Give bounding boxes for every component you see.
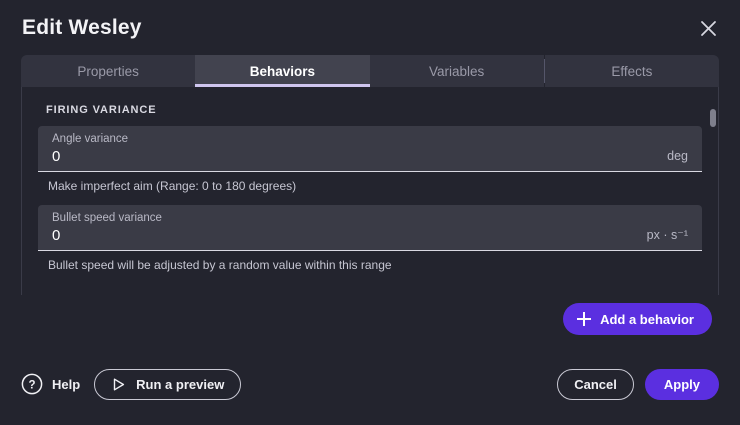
apply-button[interactable]: Apply bbox=[644, 368, 719, 400]
behaviors-panel: FIRING VARIANCE Angle variance 0 deg Mak… bbox=[21, 87, 719, 295]
page-title: Edit Wesley bbox=[22, 15, 142, 39]
run-preview-button[interactable]: Run a preview bbox=[94, 368, 242, 400]
help-label: Help bbox=[52, 376, 81, 392]
scrollbar-thumb[interactable] bbox=[710, 109, 716, 127]
field-value: 0 bbox=[52, 148, 61, 165]
tab-properties[interactable]: Properties bbox=[21, 55, 196, 87]
footer-right-group: Cancel Apply bbox=[557, 368, 719, 400]
field-hint: Bullet speed will be adjusted by a rando… bbox=[48, 258, 392, 272]
dialog-tabs: Properties Behaviors Variables Effects bbox=[21, 55, 719, 87]
add-behavior-row: Add a behavior bbox=[0, 295, 740, 343]
tab-variables[interactable]: Variables bbox=[369, 55, 544, 87]
tab-effects[interactable]: Effects bbox=[544, 55, 719, 87]
field-hint: Make imperfect aim (Range: 0 to 180 degr… bbox=[48, 179, 297, 193]
field-value: 0 bbox=[52, 227, 61, 244]
panel-scrollbar[interactable] bbox=[710, 87, 716, 295]
bullet-speed-variance-input[interactable]: Bullet speed variance 0 px · s⁻¹ bbox=[38, 205, 702, 251]
add-behavior-button[interactable]: Add a behavior bbox=[563, 303, 712, 335]
behaviors-panel-content: FIRING VARIANCE Angle variance 0 deg Mak… bbox=[22, 87, 718, 295]
cancel-button[interactable]: Cancel bbox=[557, 368, 634, 400]
close-icon[interactable] bbox=[694, 14, 722, 42]
angle-variance-input[interactable]: Angle variance 0 deg bbox=[38, 126, 702, 172]
add-behavior-label: Add a behavior bbox=[600, 311, 694, 327]
field-label: Bullet speed variance bbox=[52, 212, 162, 224]
help-button[interactable]: ? Help bbox=[21, 373, 80, 395]
plus-icon bbox=[577, 312, 592, 326]
tab-label: Behaviors bbox=[249, 63, 316, 79]
tab-label: Properties bbox=[77, 63, 139, 79]
field-label: Angle variance bbox=[52, 133, 129, 145]
apply-label: Apply bbox=[663, 376, 700, 392]
svg-text:?: ? bbox=[28, 379, 35, 391]
dialog-footer: ? Help Run a preview Cancel Apply bbox=[0, 343, 740, 425]
dialog-titlebar: Edit Wesley bbox=[0, 0, 740, 55]
footer-left-group: ? Help Run a preview bbox=[21, 368, 242, 400]
tab-label: Variables bbox=[428, 63, 485, 79]
run-preview-label: Run a preview bbox=[136, 376, 225, 392]
play-icon bbox=[111, 377, 126, 392]
field-unit: px · s⁻¹ bbox=[646, 228, 688, 242]
tab-behaviors[interactable]: Behaviors bbox=[195, 55, 370, 87]
tab-divider bbox=[543, 59, 545, 83]
tab-label: Effects bbox=[611, 63, 653, 79]
cancel-label: Cancel bbox=[574, 376, 617, 392]
field-unit: deg bbox=[667, 149, 688, 163]
help-circle-icon: ? bbox=[21, 373, 43, 395]
section-title-firing-variance: FIRING VARIANCE bbox=[46, 104, 157, 116]
